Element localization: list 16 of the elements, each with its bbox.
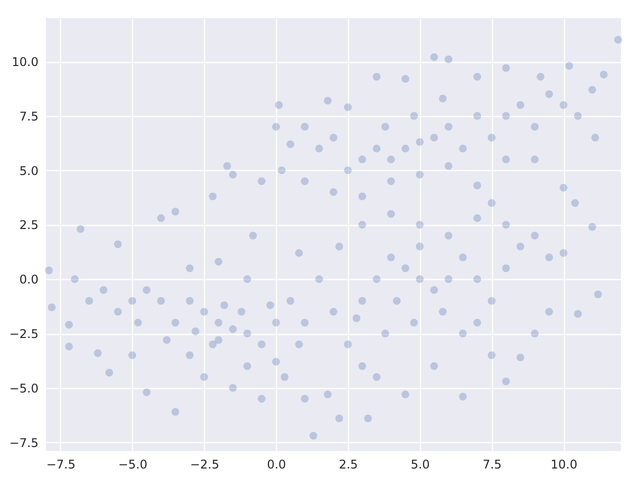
y-tick-label: 7.5 bbox=[19, 109, 38, 124]
x-tick-label: −5.0 bbox=[118, 458, 148, 472]
y-tick-label: −7.5 bbox=[9, 436, 38, 450]
x-tick-label: 5.0 bbox=[410, 458, 430, 472]
y-tick-label: 0.0 bbox=[19, 272, 38, 287]
x-tick-label: 10.0 bbox=[550, 458, 578, 472]
x-tick-label: 7.5 bbox=[482, 458, 502, 472]
x-tick-label: −7.5 bbox=[46, 458, 76, 472]
x-tick-label: 0.0 bbox=[266, 458, 286, 472]
y-tick-label: 2.5 bbox=[19, 218, 38, 232]
x-tick-label: 2.5 bbox=[338, 458, 358, 472]
x-tick-label: −2.5 bbox=[190, 458, 220, 472]
y-tick-label: 5.0 bbox=[19, 164, 38, 178]
y-tick-label: 10.0 bbox=[12, 55, 38, 70]
y-tick-label: −2.5 bbox=[9, 327, 38, 342]
y-tick-label: −5.0 bbox=[9, 381, 38, 396]
